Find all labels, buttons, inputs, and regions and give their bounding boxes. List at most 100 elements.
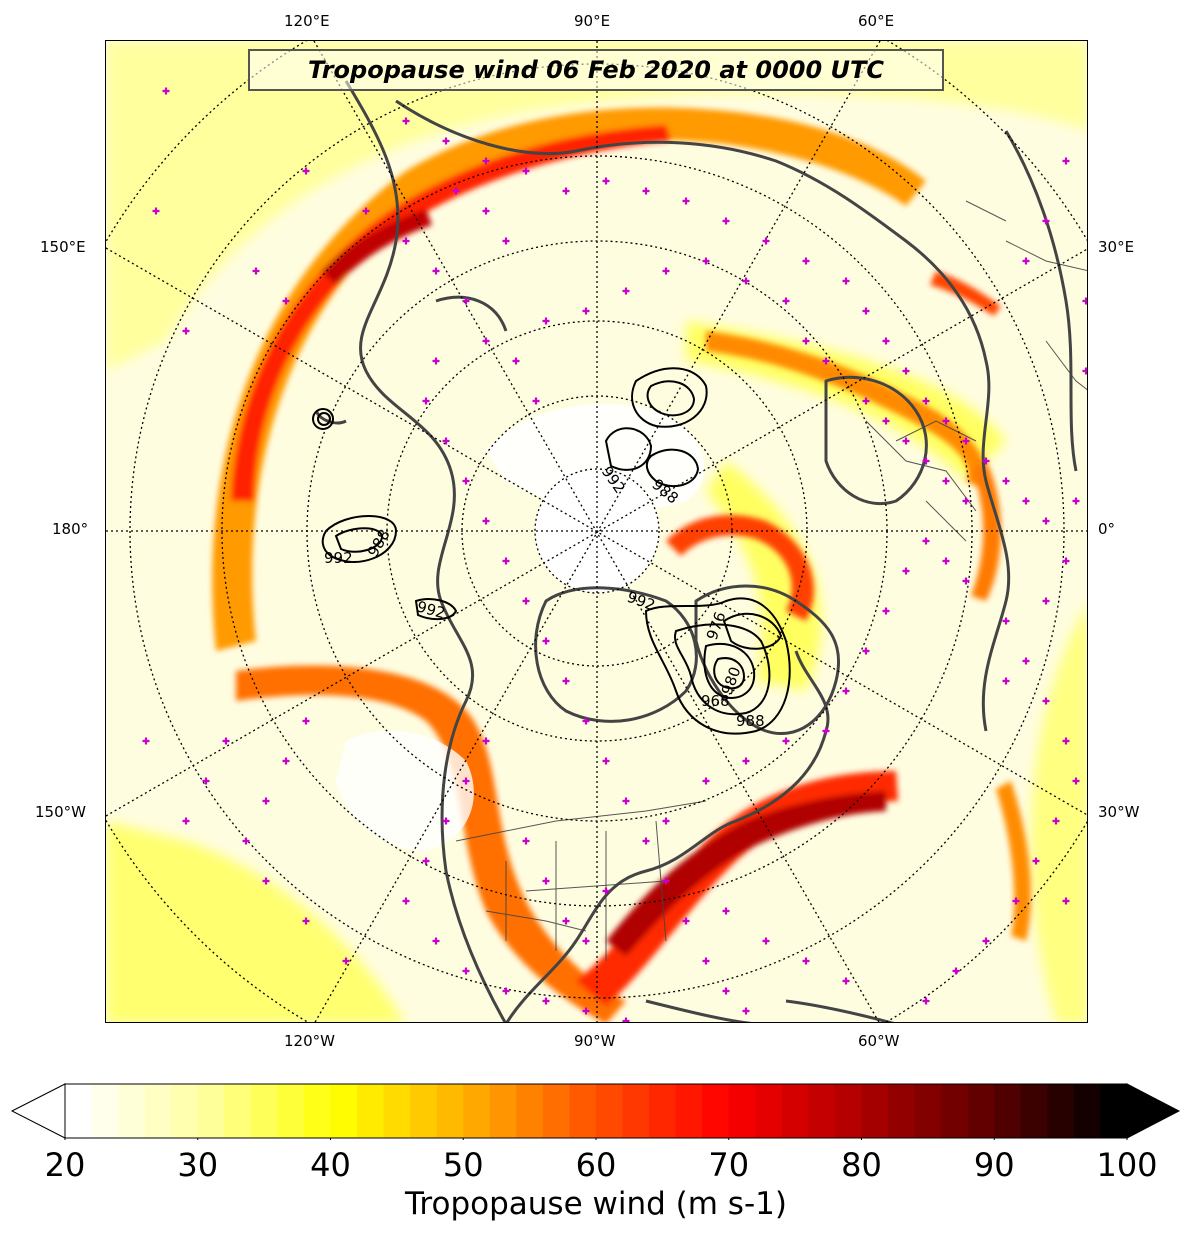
borders-layer xyxy=(455,200,1087,961)
coast-greenland xyxy=(694,584,841,736)
station-marker xyxy=(542,637,550,645)
coast-caribbean xyxy=(645,999,895,1022)
station-marker xyxy=(402,117,410,125)
colorbar-swatch xyxy=(65,1084,93,1138)
station-marker xyxy=(882,417,890,425)
colorbar-swatch xyxy=(596,1084,624,1138)
colorbar-swatch xyxy=(888,1084,916,1138)
station-marker xyxy=(922,537,930,545)
colorbar-swatch xyxy=(1020,1084,1048,1138)
lon-label-left-3: 150°W xyxy=(35,803,86,821)
station-marker xyxy=(522,837,530,845)
contour-low-atlantic-976 xyxy=(713,657,746,690)
colorbar-tick-label: 20 xyxy=(44,1146,86,1184)
station-marker xyxy=(1042,217,1050,225)
station-marker xyxy=(702,257,710,265)
border-us-canada xyxy=(455,800,707,842)
station-marker xyxy=(422,857,430,865)
station-marker xyxy=(532,397,540,405)
station-marker xyxy=(762,937,770,945)
station-marker xyxy=(962,577,970,585)
colorbar-swatch xyxy=(250,1084,278,1138)
mslp-contours xyxy=(312,367,791,735)
station-marker xyxy=(662,267,670,275)
station-marker xyxy=(182,817,190,825)
station-marker xyxy=(842,277,850,285)
station-marker xyxy=(422,397,430,405)
contour-label: 992 xyxy=(324,549,353,567)
lon-label-right-3: 30°W xyxy=(1098,803,1140,821)
lon-label-left-1: 150°E xyxy=(40,238,86,256)
station-marker xyxy=(542,877,550,885)
colorbar-swatch xyxy=(967,1084,995,1138)
station-marker xyxy=(922,457,930,465)
station-marker xyxy=(902,437,910,445)
colorbar-swatch xyxy=(436,1084,464,1138)
lon-label-top-2: 90°E xyxy=(574,12,611,30)
meridian-150e-30w xyxy=(106,247,1087,816)
station-marker xyxy=(842,687,850,695)
station-marker xyxy=(522,597,530,605)
station-marker xyxy=(482,157,490,165)
colorbar-tick-label: 30 xyxy=(177,1146,219,1184)
station-marker xyxy=(442,817,450,825)
station-marker xyxy=(302,167,310,175)
station-marker xyxy=(1072,497,1080,505)
station-marker xyxy=(802,957,810,965)
station-marker xyxy=(502,987,510,995)
station-marker xyxy=(362,207,370,215)
colorbar-swatch xyxy=(1073,1084,1102,1138)
contour-low-atlantic-980 xyxy=(703,643,756,699)
lon-label-bottom-1: 120°W xyxy=(284,1032,335,1050)
station-marker xyxy=(1002,617,1010,625)
station-marker xyxy=(742,1007,750,1015)
contour-low-north-inner xyxy=(646,380,696,417)
colorbar-swatch xyxy=(171,1084,199,1138)
station-marker xyxy=(1082,367,1087,375)
station-marker xyxy=(462,777,470,785)
station-marker xyxy=(502,557,510,565)
colorbar-swatch xyxy=(463,1084,491,1138)
calm-zone-north xyxy=(486,404,705,512)
station-marker xyxy=(432,357,440,365)
station-marker xyxy=(1062,157,1070,165)
lon-label-right-2: 0° xyxy=(1098,520,1116,538)
station-marker xyxy=(482,737,490,745)
station-marker xyxy=(512,357,520,365)
station-marker xyxy=(682,917,690,925)
station-marker xyxy=(802,257,810,265)
colorbar-swatch xyxy=(516,1084,544,1138)
station-marker xyxy=(642,837,650,845)
station-marker xyxy=(182,327,190,335)
colorbar-swatch xyxy=(649,1084,677,1138)
colorbar-tick-label: 90 xyxy=(973,1146,1015,1184)
station-marker xyxy=(482,337,490,345)
station-marker xyxy=(702,777,710,785)
station-marker xyxy=(522,167,530,175)
station-marker xyxy=(682,197,690,205)
station-marker xyxy=(742,277,750,285)
station-marker xyxy=(342,957,350,965)
colorbar-label: Tropopause wind (m s-1) xyxy=(405,1186,787,1222)
jet-north-pacific-max xyxy=(321,209,432,285)
station-marker xyxy=(542,997,550,1005)
station-marker xyxy=(262,797,270,805)
station-marker xyxy=(202,777,210,785)
colorbar-swatch xyxy=(542,1084,571,1138)
station-marker xyxy=(882,337,890,345)
colorbar-swatch xyxy=(197,1084,225,1138)
colorbar-swatch xyxy=(224,1084,252,1138)
coast-west-america xyxy=(344,80,507,1022)
station-marker xyxy=(1072,777,1080,785)
jet-us-east-core xyxy=(606,791,886,956)
station-marker xyxy=(782,737,790,745)
station-marker xyxy=(162,87,170,95)
station-marker xyxy=(482,207,490,215)
colorbar-swatch xyxy=(383,1084,411,1138)
colorbar-swatch xyxy=(330,1084,358,1138)
station-marker xyxy=(622,287,630,295)
contour-low-pacific-inner xyxy=(334,527,384,553)
colorbar-swatch xyxy=(303,1084,332,1138)
station-marker xyxy=(942,557,950,565)
